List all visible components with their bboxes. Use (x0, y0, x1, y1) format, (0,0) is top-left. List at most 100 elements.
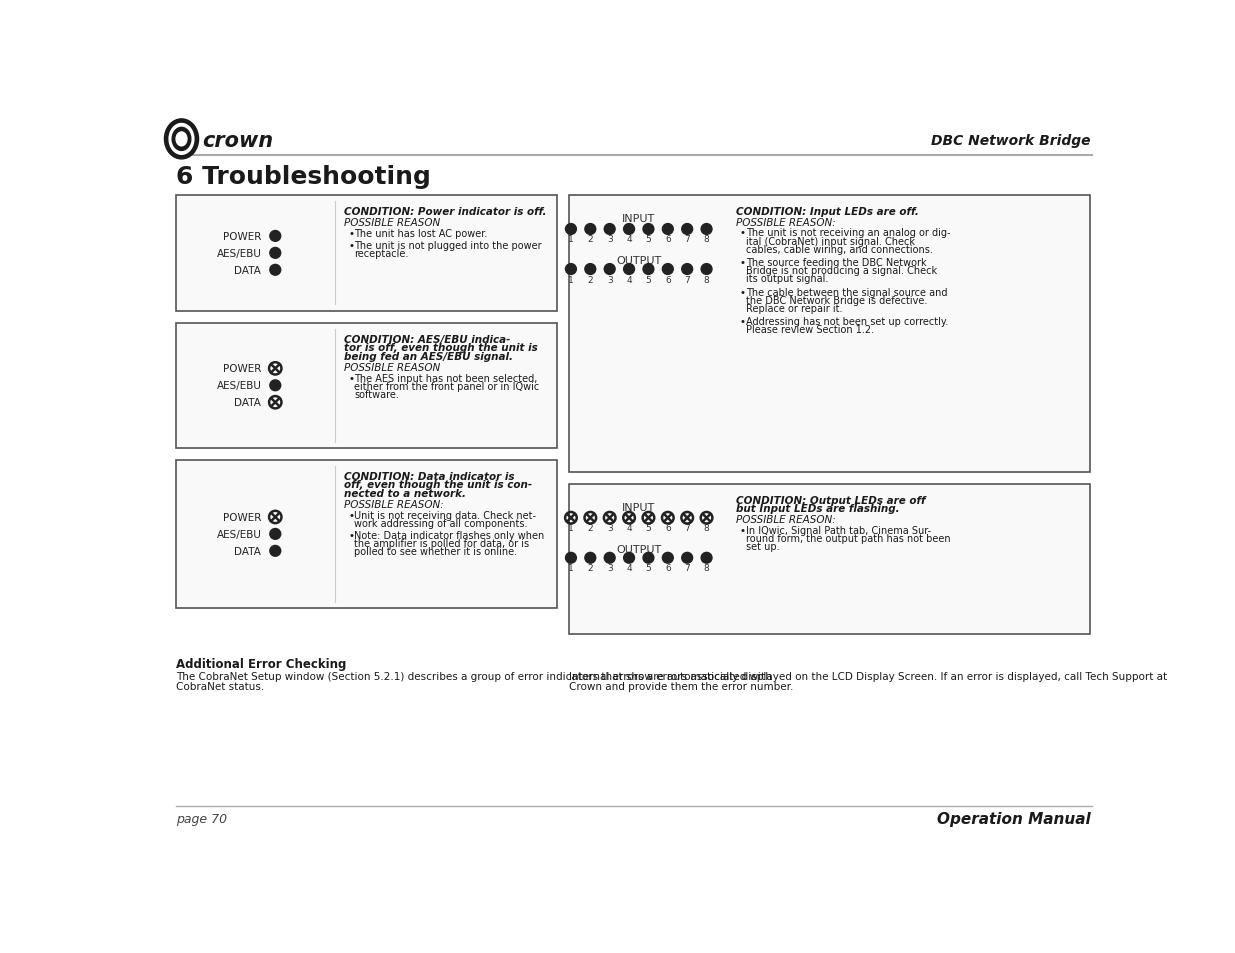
Text: 7: 7 (684, 275, 690, 284)
Text: 7: 7 (684, 235, 690, 244)
Ellipse shape (177, 132, 186, 147)
Text: being fed an AES/EBU signal.: being fed an AES/EBU signal. (345, 352, 514, 361)
Text: DATA: DATA (235, 546, 262, 557)
Text: POSSIBLE REASON:: POSSIBLE REASON: (736, 515, 835, 524)
FancyBboxPatch shape (177, 324, 557, 448)
Text: 2: 2 (588, 563, 593, 573)
Text: The cable between the signal source and: The cable between the signal source and (746, 288, 947, 297)
Text: The unit is not receiving an analog or dig-: The unit is not receiving an analog or d… (746, 228, 950, 238)
Text: ital (CobraNet) input signal. Check: ital (CobraNet) input signal. Check (746, 236, 915, 246)
Text: receptacle.: receptacle. (354, 249, 409, 259)
Text: 2: 2 (588, 275, 593, 284)
Circle shape (643, 224, 653, 235)
Text: Unit is not receiving data. Check net-: Unit is not receiving data. Check net- (354, 511, 536, 520)
Circle shape (270, 265, 280, 275)
Text: The AES input has not been selected,: The AES input has not been selected, (354, 374, 537, 383)
Text: •: • (740, 288, 746, 297)
Text: POSSIBLE REASON:: POSSIBLE REASON: (345, 499, 445, 510)
Text: •: • (740, 525, 746, 535)
Text: Crown and provide them the error number.: Crown and provide them the error number. (569, 681, 793, 691)
Text: CobraNet status.: CobraNet status. (177, 681, 264, 691)
Text: INPUT: INPUT (622, 502, 656, 513)
Text: 1: 1 (568, 524, 574, 533)
Text: 3: 3 (606, 275, 613, 284)
Text: Please review Section 1.2.: Please review Section 1.2. (746, 325, 874, 335)
Text: CONDITION: Power indicator is off.: CONDITION: Power indicator is off. (345, 207, 547, 216)
Circle shape (701, 264, 713, 275)
Text: round form, the output path has not been: round form, the output path has not been (746, 533, 950, 543)
Text: 4: 4 (626, 235, 632, 244)
Text: 1: 1 (568, 275, 574, 284)
Text: the DBC Network Bridge is defective.: the DBC Network Bridge is defective. (746, 295, 927, 306)
Text: CONDITION: AES/EBU indica-: CONDITION: AES/EBU indica- (345, 335, 510, 344)
Text: 3: 3 (606, 524, 613, 533)
Text: AES/EBU: AES/EBU (216, 529, 262, 539)
FancyBboxPatch shape (177, 460, 557, 608)
Text: Addressing has not been set up correctly.: Addressing has not been set up correctly… (746, 317, 948, 327)
FancyBboxPatch shape (569, 484, 1089, 635)
Text: 8: 8 (704, 563, 709, 573)
Text: •: • (740, 258, 746, 268)
Circle shape (624, 224, 635, 235)
Text: POSSIBLE REASON:: POSSIBLE REASON: (736, 217, 835, 228)
Circle shape (604, 224, 615, 235)
Circle shape (585, 264, 595, 275)
Circle shape (682, 264, 693, 275)
Text: tor is off, even though the unit is: tor is off, even though the unit is (345, 343, 538, 353)
Text: 6: 6 (664, 524, 671, 533)
Text: AES/EBU: AES/EBU (216, 249, 262, 258)
Text: its output signal.: its output signal. (746, 274, 829, 284)
Text: •: • (348, 531, 354, 540)
Text: 6 Troubleshooting: 6 Troubleshooting (177, 165, 431, 189)
Circle shape (585, 224, 595, 235)
Text: •: • (348, 511, 354, 520)
Text: POSSIBLE REASON: POSSIBLE REASON (345, 218, 441, 228)
Text: 1: 1 (568, 235, 574, 244)
Text: the amplifier is polled for data, or is: the amplifier is polled for data, or is (354, 538, 530, 549)
Circle shape (604, 553, 615, 563)
Ellipse shape (169, 124, 194, 155)
Text: 7: 7 (684, 524, 690, 533)
Text: 5: 5 (646, 563, 651, 573)
Text: polled to see whether it is online.: polled to see whether it is online. (354, 547, 517, 557)
Text: CONDITION: Output LEDs are off: CONDITION: Output LEDs are off (736, 496, 925, 505)
Text: off, even though the unit is con-: off, even though the unit is con- (345, 479, 532, 490)
Text: POWER: POWER (224, 364, 262, 374)
Circle shape (566, 264, 577, 275)
Text: 5: 5 (646, 235, 651, 244)
Circle shape (701, 224, 713, 235)
Text: 8: 8 (704, 235, 709, 244)
Text: •: • (348, 241, 354, 251)
Text: software.: software. (354, 390, 399, 399)
Text: CONDITION: Input LEDs are off.: CONDITION: Input LEDs are off. (736, 207, 919, 216)
Circle shape (643, 553, 653, 563)
Text: OUTPUT: OUTPUT (616, 544, 662, 554)
Text: 1: 1 (568, 563, 574, 573)
Circle shape (643, 264, 653, 275)
Text: DATA: DATA (235, 397, 262, 408)
Text: 8: 8 (704, 524, 709, 533)
Circle shape (270, 546, 280, 557)
Text: 3: 3 (606, 235, 613, 244)
Text: 2: 2 (588, 235, 593, 244)
Text: The CobraNet Setup window (Section 5.2.1) describes a group of error indicators : The CobraNet Setup window (Section 5.2.1… (177, 671, 772, 681)
Text: 7: 7 (684, 563, 690, 573)
Text: INPUT: INPUT (622, 214, 656, 224)
Text: DATA: DATA (235, 266, 262, 275)
Text: 4: 4 (626, 563, 632, 573)
Ellipse shape (164, 120, 199, 160)
Circle shape (682, 224, 693, 235)
Circle shape (701, 553, 713, 563)
Text: In IQwic, Signal Path tab, Cinema Sur-: In IQwic, Signal Path tab, Cinema Sur- (746, 525, 931, 535)
Text: Additional Error Checking: Additional Error Checking (177, 658, 347, 670)
Text: Note: Data indicator flashes only when: Note: Data indicator flashes only when (354, 531, 545, 540)
Text: but Input LEDs are flashing.: but Input LEDs are flashing. (736, 503, 899, 514)
Text: POWER: POWER (224, 513, 262, 522)
Text: DBC Network Bridge: DBC Network Bridge (931, 133, 1091, 148)
Circle shape (270, 232, 280, 242)
Text: The source feeding the DBC Network: The source feeding the DBC Network (746, 258, 926, 268)
Text: crown: crown (203, 131, 273, 151)
Text: 4: 4 (626, 524, 632, 533)
Circle shape (270, 248, 280, 259)
Text: AES/EBU: AES/EBU (216, 381, 262, 391)
